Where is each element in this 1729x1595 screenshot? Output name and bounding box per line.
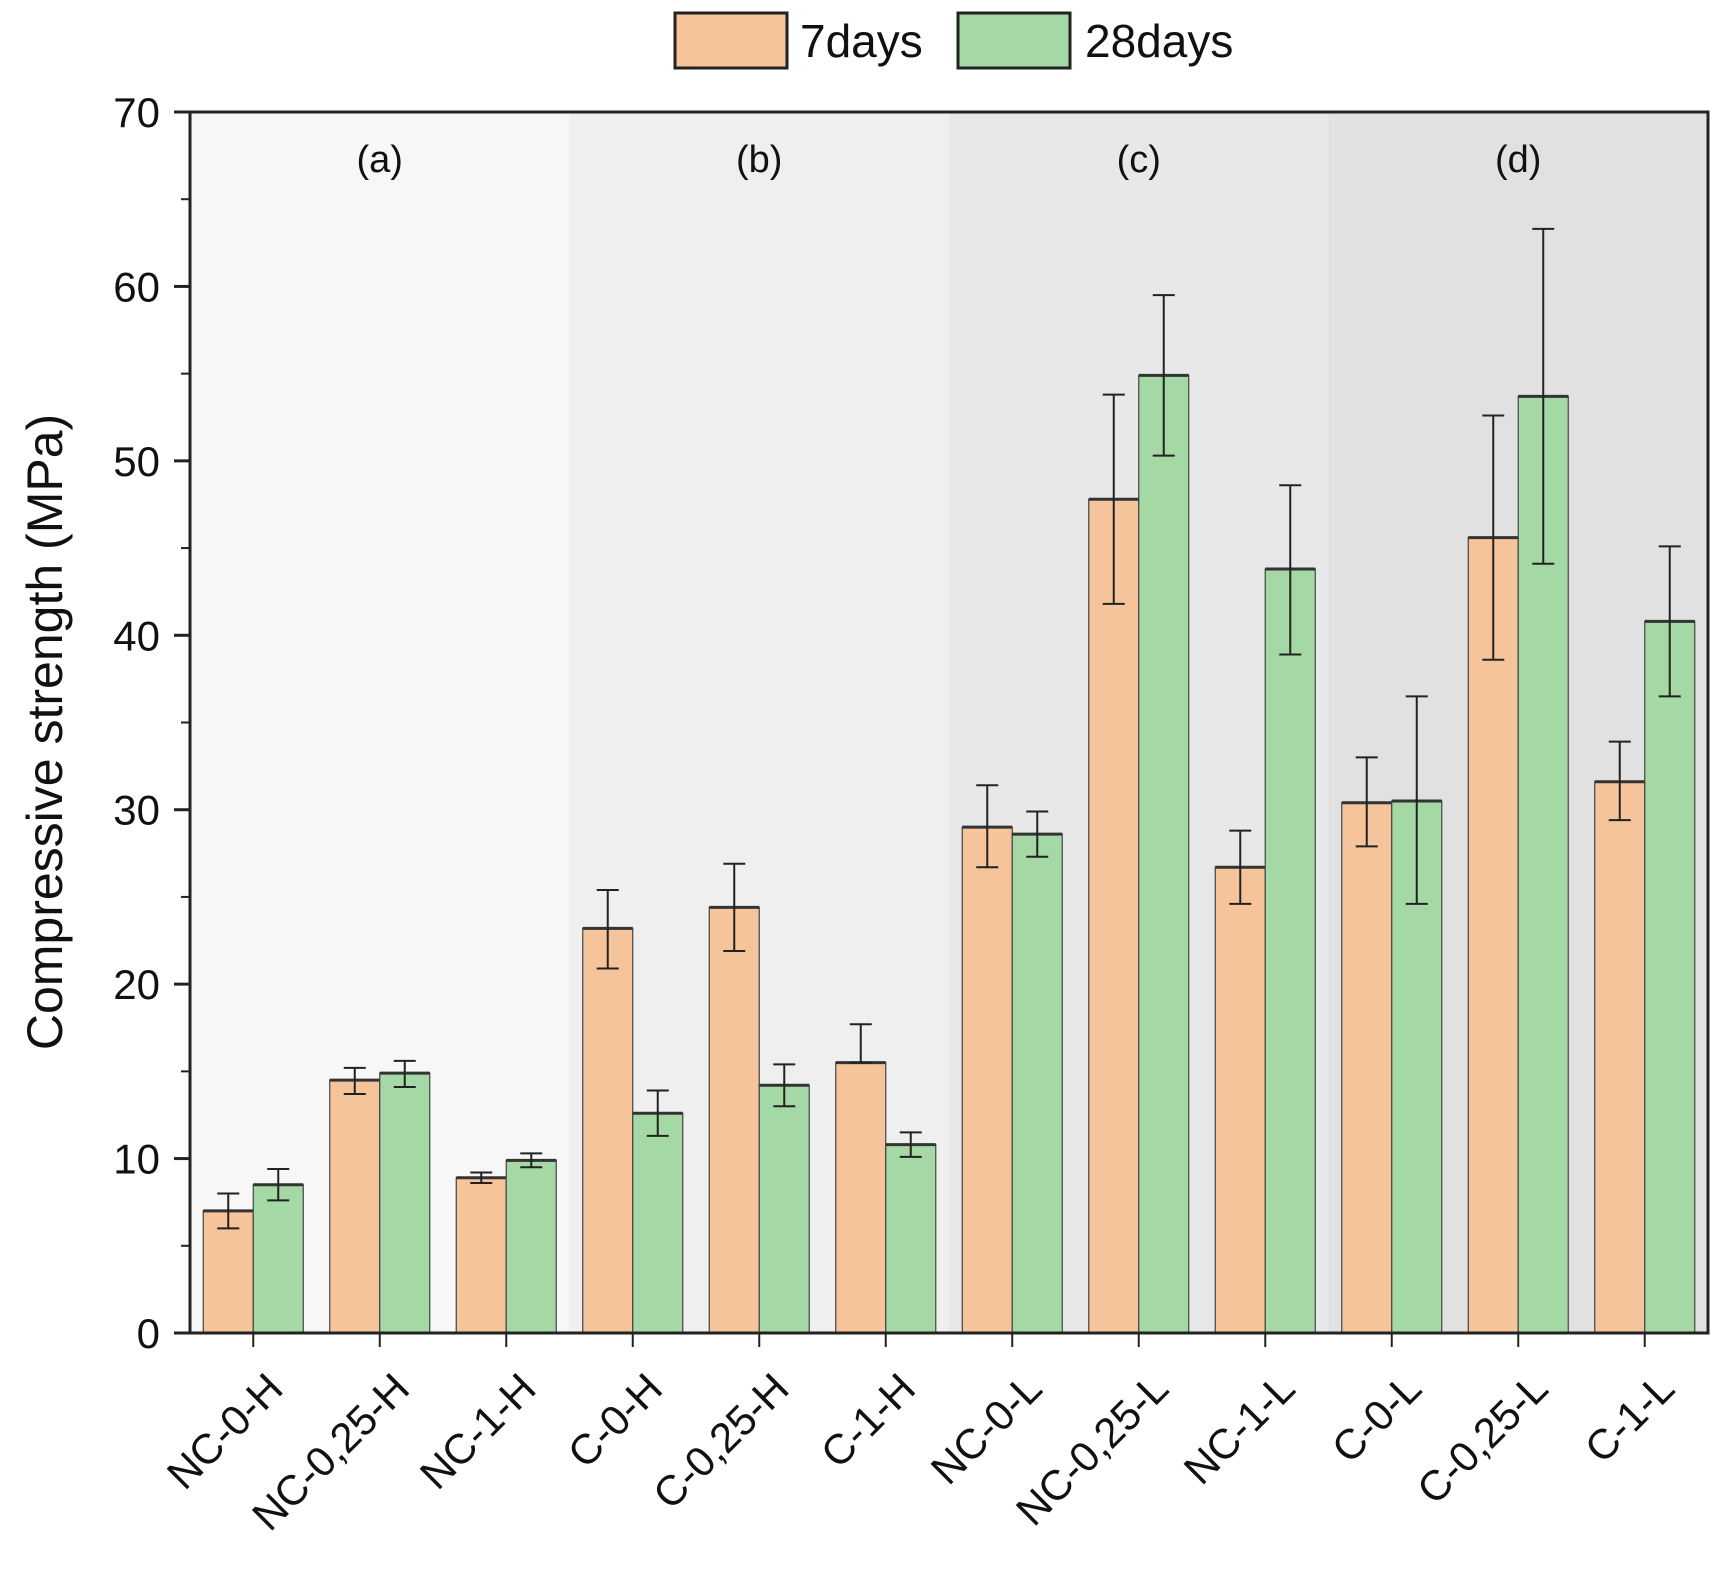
bar-28days-7	[1138, 374, 1190, 1334]
legend-label-7days: 7days	[800, 15, 923, 67]
x-tick-label-5: C-1-H	[812, 1364, 924, 1476]
y-tick-label-3: 30	[113, 787, 160, 834]
bar-7days-8	[1214, 866, 1266, 1334]
legend-label-28days: 28days	[1085, 15, 1233, 67]
y-tick-label-4: 40	[113, 612, 160, 659]
bar-28days-4	[758, 1084, 810, 1334]
x-tick-label-6: NC-0-L	[922, 1364, 1051, 1493]
legend-swatch-7days	[673, 11, 789, 70]
group-label-2: (c)	[1117, 139, 1161, 181]
y-tick-label-5: 50	[113, 438, 160, 485]
bar-28days-3	[632, 1112, 684, 1334]
group-label-0: (a)	[357, 139, 403, 181]
y-tick-label-0: 0	[137, 1310, 160, 1357]
bar-28days-1	[379, 1072, 431, 1334]
bar-28days-11	[1644, 620, 1696, 1334]
x-tick-label-10: C-0,25-L	[1408, 1364, 1557, 1513]
bar-7days-6	[961, 826, 1013, 1334]
bar-28days-0	[252, 1184, 304, 1334]
bar-7days-3	[582, 927, 634, 1334]
x-tick-label-11: C-1-L	[1576, 1364, 1684, 1472]
legend-swatch-28days	[956, 11, 1072, 70]
bar-7days-5	[835, 1062, 887, 1334]
x-tick-label-8: NC-1-L	[1175, 1364, 1304, 1493]
bar-28days-6	[1011, 833, 1063, 1334]
bar-28days-2	[505, 1159, 557, 1334]
y-axis-label: Compressive strength (MPa)	[17, 414, 73, 1050]
x-tick-label-9: C-0-L	[1323, 1364, 1431, 1472]
bar-28days-5	[885, 1144, 937, 1334]
y-tick-label-2: 20	[113, 961, 160, 1008]
x-tick-label-2: NC-1-H	[411, 1364, 545, 1498]
bar-7days-0	[202, 1210, 254, 1334]
group-label-1: (b)	[736, 139, 782, 181]
x-tick-label-3: C-0-H	[559, 1364, 671, 1476]
bar-7days-7	[1088, 498, 1140, 1334]
group-label-3: (d)	[1495, 139, 1541, 181]
bar-7days-9	[1341, 802, 1393, 1334]
bar-7days-1	[329, 1079, 381, 1334]
y-tick-label-7: 70	[113, 89, 160, 136]
bar-7days-11	[1594, 781, 1646, 1334]
y-tick-label-6: 60	[113, 263, 160, 310]
x-tick-label-4: C-0,25-H	[644, 1364, 798, 1518]
bar-7days-4	[708, 906, 760, 1334]
bar-28days-8	[1264, 568, 1316, 1334]
y-tick-label-1: 10	[113, 1136, 160, 1183]
bar-7days-2	[455, 1177, 507, 1334]
